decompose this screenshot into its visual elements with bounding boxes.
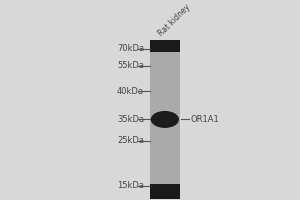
- Text: 15kDa: 15kDa: [117, 181, 144, 190]
- Text: 35kDa: 35kDa: [117, 115, 144, 124]
- Ellipse shape: [151, 111, 179, 128]
- Text: 55kDa: 55kDa: [117, 61, 144, 70]
- Text: 25kDa: 25kDa: [117, 136, 144, 145]
- Bar: [150, 184, 180, 199]
- Text: Rat kidney: Rat kidney: [157, 2, 193, 38]
- Text: 40kDa: 40kDa: [117, 87, 144, 96]
- Bar: [150, 40, 180, 199]
- Bar: [150, 40, 180, 52]
- Text: 70kDa: 70kDa: [117, 44, 144, 53]
- Text: OR1A1: OR1A1: [190, 115, 219, 124]
